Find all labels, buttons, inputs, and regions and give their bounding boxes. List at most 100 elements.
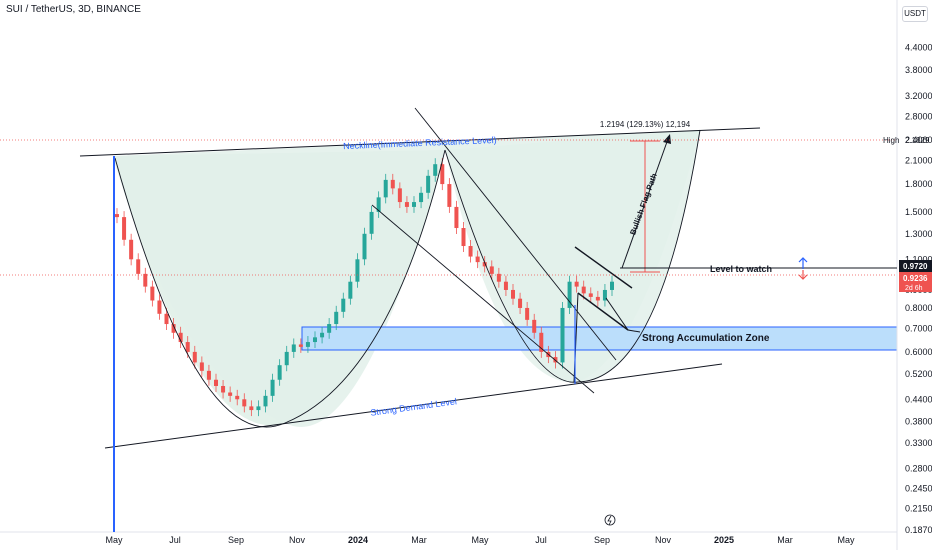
level-price-tag — [899, 260, 932, 272]
candle-body — [284, 351, 289, 366]
candle-body — [256, 406, 261, 411]
candle-body — [157, 300, 162, 314]
candle-body — [595, 296, 600, 301]
time-tick-label: 2025 — [714, 535, 734, 545]
candle-body — [404, 202, 409, 207]
candle-body — [185, 342, 190, 352]
price-ticks: 4.4000 3.8000 3.2000 2.8000 2.4000 2.1000 1.80… — [905, 43, 932, 535]
price-tick-label: 0.7000 — [905, 323, 932, 333]
price-tick-label: 3.8000 — [905, 65, 932, 75]
time-tick-label: Mar — [777, 535, 793, 545]
candle-body — [511, 289, 515, 299]
candle-body — [560, 307, 565, 363]
time-tick-label: Nov — [289, 535, 306, 545]
price-tick-label: 0.2800 — [905, 463, 932, 473]
price-tick-label: 0.3800 — [905, 417, 932, 427]
high-text-label: High — [883, 136, 899, 145]
time-tick-label: Mar — [411, 535, 427, 545]
flag-bottom-line — [577, 292, 629, 331]
price-tick-label: 4.4000 — [905, 43, 932, 53]
candle-body — [221, 385, 226, 393]
candle-body — [164, 313, 169, 325]
candle-body — [305, 342, 310, 347]
candle-body — [214, 379, 218, 386]
candle-body — [136, 259, 141, 274]
candle-body — [503, 281, 508, 290]
price-tick-label: 0.5200 — [905, 369, 932, 379]
time-tick-label: Nov — [655, 535, 672, 545]
candle-body — [150, 286, 155, 301]
candle-body — [122, 217, 127, 240]
candle-body — [313, 337, 317, 343]
currency-button[interactable]: USDT — [902, 6, 928, 22]
candle-body — [298, 344, 303, 347]
time-tick-label: May — [105, 535, 123, 545]
candle-body — [199, 362, 204, 371]
candle-body — [383, 179, 388, 198]
price-tick-label: 1.5000 — [905, 207, 932, 217]
price-tick-label: 1.8000 — [905, 179, 932, 189]
candle-body — [115, 214, 119, 218]
level-price-value: 0.9720 — [903, 262, 928, 271]
candle-body — [447, 184, 452, 207]
candle-body — [602, 289, 607, 301]
retest-arrow — [605, 297, 641, 333]
neckline-line — [79, 127, 761, 157]
candle-body — [496, 273, 501, 282]
candle-body — [263, 395, 268, 407]
price-tick-label: 2.8000 — [905, 112, 932, 122]
candle-body — [376, 197, 381, 212]
candle-body — [588, 293, 593, 297]
cup-fill-main — [113, 130, 700, 427]
event-icon[interactable] — [604, 514, 616, 526]
candle-body — [334, 311, 339, 325]
accumulation-zone — [301, 326, 927, 351]
candle-body — [454, 206, 459, 229]
candle-body — [192, 351, 197, 363]
candle-body — [206, 370, 211, 380]
candle-body — [482, 262, 487, 267]
high-value-label: 2.1829 — [905, 136, 930, 145]
price-tick-label: 1.1000 — [905, 254, 932, 264]
countdown-value: 2d 6h — [905, 285, 923, 292]
candle-body — [348, 281, 353, 299]
candle-body — [143, 273, 148, 287]
candle-body — [249, 406, 254, 411]
price-tick-label: 0.2450 — [905, 484, 932, 494]
price-tick-label: 0.1870 — [905, 525, 932, 535]
candle-body — [574, 281, 579, 287]
candle-body — [277, 365, 282, 380]
flag-top-line — [574, 246, 633, 289]
price-tick-label: 0.3300 — [905, 438, 932, 448]
candle-body — [129, 239, 134, 260]
trend-line-upper — [414, 107, 617, 361]
candle-body — [468, 246, 473, 257]
chart-title: SUI / TetherUS, 3D, BINANCE — [6, 4, 141, 15]
candle-body — [355, 259, 360, 282]
time-tick-label: Sep — [228, 535, 244, 545]
candle-body — [178, 332, 183, 343]
trend-line-lower — [371, 204, 595, 394]
measure-label: 1.2194 (129.13%) 12,194 — [600, 120, 691, 129]
price-tick-label: 2.1000 — [905, 156, 932, 166]
candle-body — [291, 344, 296, 352]
candle-body — [581, 286, 586, 294]
candle-body — [171, 324, 176, 333]
cup-right-curve — [284, 149, 446, 424]
candle-body — [567, 281, 572, 308]
candle-body — [419, 192, 424, 203]
candle-body — [610, 281, 614, 290]
candle-body — [440, 164, 445, 185]
price-tick-label: 0.4400 — [905, 394, 932, 404]
current-price-tag — [899, 272, 932, 292]
time-tick-label: Jul — [169, 535, 181, 545]
price-tick-label: 0.6000 — [905, 347, 932, 357]
time-tick-label: Sep — [594, 535, 610, 545]
candle-body — [320, 332, 325, 338]
time-tick-label: 2024 — [348, 535, 368, 545]
up-arrowhead — [798, 257, 808, 263]
candle-body — [397, 188, 402, 203]
candle-body — [235, 395, 240, 400]
candle-body — [341, 298, 346, 312]
